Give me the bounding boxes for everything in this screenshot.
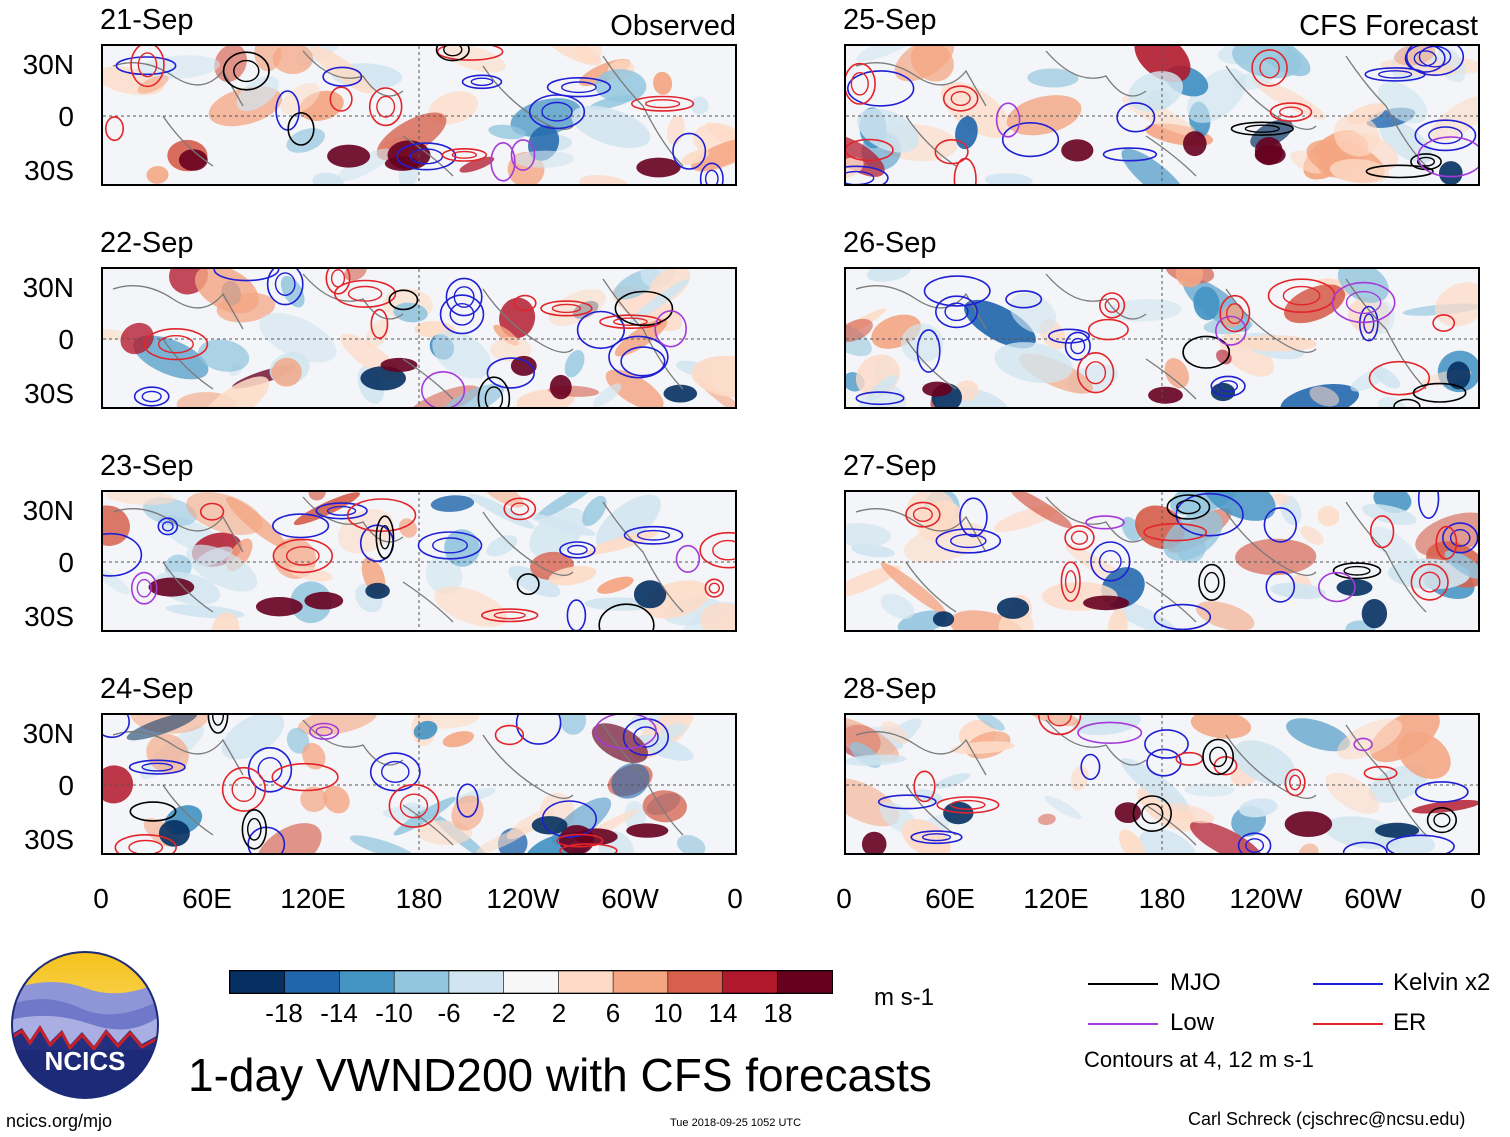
colorbar-swatch bbox=[229, 970, 286, 994]
lon-label: 120E bbox=[1023, 883, 1089, 914]
lon-label: 60E bbox=[925, 883, 975, 914]
footer-url: ncics.org/mjo bbox=[6, 1111, 113, 1131]
panel-date: 23-Sep bbox=[100, 450, 194, 482]
lon-label: 180 bbox=[395, 883, 443, 914]
lon-label: 180 bbox=[1138, 883, 1186, 914]
vwnd-map-panel bbox=[844, 44, 1480, 186]
lat-label: 30N bbox=[22, 495, 74, 526]
colorbar-swatch bbox=[558, 970, 614, 994]
colorbar-tick-label: 14 bbox=[708, 998, 738, 1028]
colorbar-tick-label: 6 bbox=[605, 998, 621, 1028]
colorbar-tick-label: 2 bbox=[551, 998, 567, 1028]
legend-mjo-line bbox=[1088, 983, 1158, 985]
lon-label: 60W bbox=[1344, 883, 1402, 914]
vwnd-map-panel bbox=[101, 44, 737, 186]
colorbar-tick-label: -6 bbox=[437, 998, 461, 1028]
lon-label: 60E bbox=[182, 883, 232, 914]
panel-date: 26-Sep bbox=[843, 227, 937, 259]
colorbar-tick-label: -2 bbox=[492, 998, 516, 1028]
lon-label: 120W bbox=[486, 883, 560, 914]
vwnd-map-panel bbox=[101, 713, 737, 855]
panel-date: 22-Sep bbox=[100, 227, 194, 259]
panel-date: 27-Sep bbox=[843, 450, 937, 482]
lat-label: 30N bbox=[22, 718, 74, 749]
colorbar-swatch bbox=[339, 970, 395, 994]
panel-date: 24-Sep bbox=[100, 673, 194, 705]
legend-kelvin-line bbox=[1313, 983, 1383, 985]
lat-label: 30S bbox=[24, 824, 74, 855]
colorbar-swatch bbox=[776, 970, 833, 994]
lon-label: 120E bbox=[280, 883, 346, 914]
lat-label: 0 bbox=[58, 101, 74, 132]
colorbar-tick-label: -10 bbox=[375, 998, 413, 1028]
footer-credit: Carl Schreck (cjschrec@ncsu.edu) bbox=[1188, 1109, 1466, 1129]
legend-low-line bbox=[1088, 1023, 1158, 1025]
lat-label: 30N bbox=[22, 49, 74, 80]
vwnd-map-panel bbox=[844, 713, 1480, 855]
legend-kelvin-label: Kelvin x2 bbox=[1393, 969, 1491, 996]
ncics-logo-text: NCICS bbox=[45, 1046, 126, 1076]
vwnd-map-panel bbox=[844, 490, 1480, 632]
colorbar-tick-label: -14 bbox=[320, 998, 358, 1028]
lat-label: 30S bbox=[24, 378, 74, 409]
colorbar-swatch bbox=[612, 970, 669, 994]
colorbar-swatch bbox=[667, 970, 724, 994]
lat-label: 30S bbox=[24, 155, 74, 186]
lat-label: 30N bbox=[22, 272, 74, 303]
lon-label: 0 bbox=[1470, 883, 1486, 914]
lon-label: 0 bbox=[836, 883, 852, 914]
lat-label: 0 bbox=[58, 770, 74, 801]
colorbar bbox=[229, 970, 833, 994]
lon-label: 120W bbox=[1229, 883, 1303, 914]
legend-mjo-label: MJO bbox=[1170, 969, 1221, 996]
legend-er-label: ER bbox=[1393, 1009, 1427, 1036]
colorbar-swatch bbox=[393, 970, 450, 994]
colorbar-tick-label: 18 bbox=[763, 998, 793, 1028]
vwnd-map-panel bbox=[844, 267, 1480, 409]
colorbar-swatch bbox=[284, 970, 341, 994]
panel-date: 25-Sep bbox=[843, 4, 937, 36]
footer-timestamp: Tue 2018-09-25 1052 UTC bbox=[670, 1117, 802, 1129]
lon-label: 0 bbox=[93, 883, 109, 914]
cfs-forecast-label: CFS Forecast bbox=[1299, 10, 1478, 42]
contour-note: Contours at 4, 12 m s-1 bbox=[1084, 1047, 1314, 1072]
figure-title: 1-day VWND200 with CFS forecasts bbox=[188, 1049, 932, 1101]
ncics-logo: NCICS bbox=[10, 950, 160, 1100]
colorbar-tick-label: 10 bbox=[653, 998, 683, 1028]
colorbar-unit: m s-1 bbox=[874, 984, 934, 1011]
panel-date: 28-Sep bbox=[843, 673, 937, 705]
legend-low-label: Low bbox=[1170, 1009, 1215, 1036]
lat-label: 0 bbox=[58, 324, 74, 355]
vwnd-map-panel bbox=[101, 490, 737, 632]
colorbar-swatch bbox=[503, 970, 560, 994]
colorbar-swatch bbox=[722, 970, 779, 994]
vwnd-map-panel bbox=[101, 267, 737, 409]
panel-date: 21-Sep bbox=[100, 4, 194, 36]
legend-er-line bbox=[1313, 1023, 1383, 1025]
lon-label: 0 bbox=[727, 883, 743, 914]
colorbar-swatch bbox=[448, 970, 505, 994]
lat-label: 30S bbox=[24, 601, 74, 632]
lat-label: 0 bbox=[58, 547, 74, 578]
lon-label: 60W bbox=[601, 883, 659, 914]
observed-label: Observed bbox=[610, 10, 736, 42]
colorbar-tick-label: -18 bbox=[265, 998, 303, 1028]
